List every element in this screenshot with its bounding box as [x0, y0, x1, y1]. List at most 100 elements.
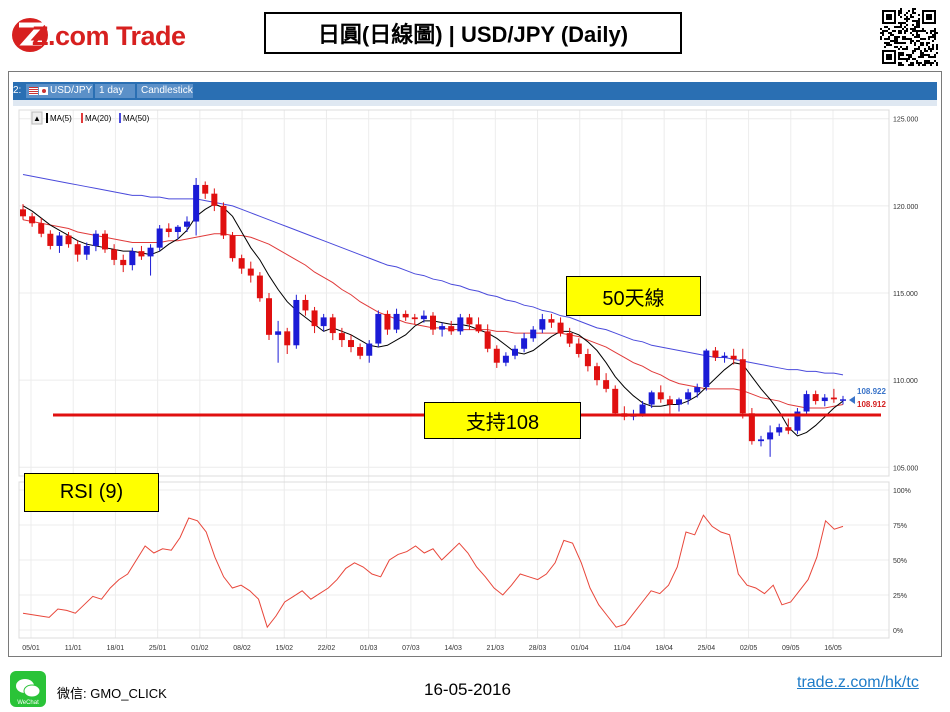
usdjpy-chart: 125.000 120.000 115.000 110.000 105.000 100% 7… [13, 106, 937, 654]
ma-legend: ▲ MA(5) MA(20) MA(50) [31, 111, 150, 125]
candle-body [357, 347, 364, 356]
x-tick-label: 25/04 [698, 645, 716, 652]
last-price-tags: 108.922 108.912 [849, 387, 886, 409]
x-tick-label: 28/03 [529, 645, 547, 652]
price-tick-label: 105.000 [893, 465, 918, 472]
candle-body [776, 427, 783, 433]
candle-body [584, 354, 591, 367]
candle-body [493, 348, 500, 363]
candle-body [502, 355, 509, 363]
price-tag-upper: 108.922 [857, 387, 886, 396]
candle-body [184, 221, 190, 227]
candle-body [803, 394, 810, 412]
wechat-icon: WeChat [10, 671, 46, 707]
candle-body [830, 397, 837, 400]
price-tick-label: 120.000 [893, 204, 918, 211]
candle-body [366, 343, 373, 356]
price-marker-icon [849, 396, 855, 404]
candle-body [466, 317, 473, 325]
candle-body [92, 233, 99, 246]
x-tick-label: 11/01 [65, 645, 82, 652]
price-pane-border [18, 109, 890, 477]
candle-body [484, 331, 491, 349]
rsi-tick-label: 100% [893, 488, 911, 495]
x-tick-label: 21/03 [487, 645, 505, 652]
legend-ma5: MA(5) [50, 114, 72, 123]
candle-body [430, 315, 436, 330]
x-tick-label: 18/01 [107, 645, 125, 652]
website-link[interactable]: trade.z.com/hk/tc [797, 674, 919, 691]
candle-body [648, 392, 655, 405]
candle-body [193, 184, 200, 222]
candle-body [676, 399, 682, 405]
x-tick-label: 14/03 [444, 645, 462, 652]
candle-body [83, 245, 90, 255]
candle-body [20, 209, 26, 217]
candle-body [566, 333, 573, 344]
support-callout: 支持108 [424, 402, 581, 439]
candle-body [202, 184, 209, 194]
candle-body [266, 298, 272, 335]
candle-body [721, 355, 728, 358]
legend-toggle-icon[interactable]: ▲ [33, 114, 41, 123]
candle-body [612, 388, 619, 414]
candle-body [666, 399, 673, 405]
wechat-id: 微信: GMO_CLICK [57, 686, 167, 701]
candle-body [703, 350, 710, 388]
rsi-tick-label: 25% [893, 593, 907, 600]
candle-body [174, 226, 181, 232]
candle-body [712, 350, 719, 358]
price-tick-label: 110.000 [893, 378, 918, 385]
candle-body [767, 432, 774, 440]
candle-body [603, 380, 610, 389]
candle-body [56, 235, 63, 246]
chart-type-button[interactable]: Candlestick [137, 84, 193, 98]
candle-body [539, 319, 546, 330]
candle-body [439, 326, 446, 330]
legend-ma50: MA(50) [123, 114, 150, 123]
candle-body [420, 315, 427, 320]
candle-body [311, 310, 318, 327]
x-tick-label: 02/05 [740, 645, 758, 652]
toolbar-divider [13, 100, 937, 106]
candle-body [211, 193, 218, 206]
candle-body [840, 399, 846, 401]
rsi-callout: RSI (9) [24, 473, 159, 512]
z-logo-icon [12, 18, 48, 52]
candle-body [229, 235, 236, 259]
candle-body [639, 404, 646, 415]
candle-body [220, 205, 227, 236]
candle-body [694, 387, 701, 393]
candle-body [156, 228, 163, 248]
candle-body [338, 333, 345, 341]
candle-body [512, 348, 518, 356]
candle-body [548, 319, 555, 323]
ma50-callout: 50天線 [566, 276, 701, 316]
candle-body [575, 343, 582, 354]
candle-body [238, 258, 245, 269]
candle-body [530, 329, 537, 339]
x-tick-label: 08/02 [233, 645, 251, 652]
candle-body [739, 359, 746, 414]
rsi-line [22, 514, 844, 629]
price-tick-label: 125.000 [893, 117, 918, 124]
candle-body [794, 411, 801, 431]
candle-body [685, 392, 692, 400]
x-tick-label: 01/02 [191, 645, 209, 652]
candle-body [38, 223, 45, 234]
candle-body [320, 317, 327, 327]
symbol-label: USD/JPY [50, 85, 93, 96]
x-tick-label: 16/05 [824, 645, 842, 652]
x-tick-label: 15/02 [275, 645, 293, 652]
x-tick-label: 09/05 [782, 645, 800, 652]
interval-button[interactable]: 1 day [95, 84, 135, 98]
candle-body [74, 244, 81, 255]
symbol-button[interactable]: USD/JPY [26, 84, 93, 98]
candle-body [521, 338, 528, 349]
legend-ma20: MA(20) [85, 114, 112, 123]
candle-body [758, 439, 764, 442]
candle-body [812, 394, 819, 402]
candle-body [375, 313, 382, 344]
rsi-tick-label: 0% [893, 628, 903, 635]
candle-body [448, 326, 455, 332]
